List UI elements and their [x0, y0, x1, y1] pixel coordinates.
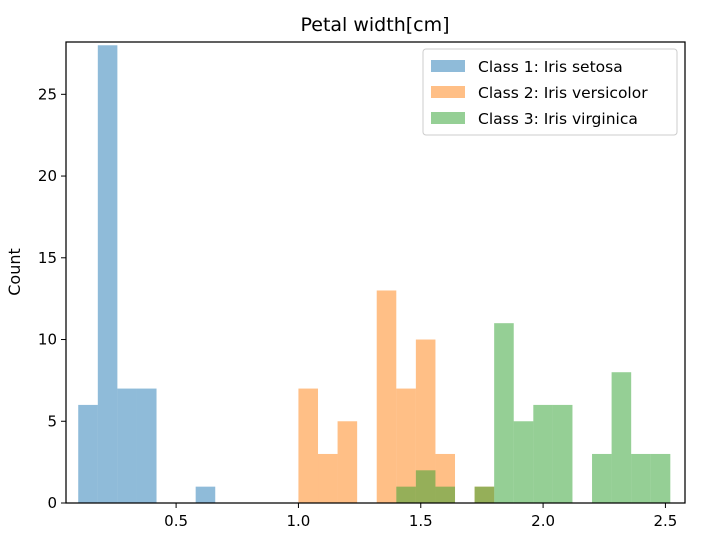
bar-series-1-bin-5 — [195, 486, 216, 503]
bar-series-3-bin-8 — [552, 404, 573, 503]
bars-layer — [78, 45, 671, 504]
legend-label-3: Class 3: Iris virginica — [478, 110, 638, 128]
y-tick-label: 10 — [38, 331, 57, 349]
x-tick-label: 1.5 — [409, 512, 433, 530]
bar-series-2-bin-3 — [337, 421, 358, 503]
bar-series-3-bin-3 — [435, 486, 456, 503]
y-tick-label: 5 — [47, 412, 57, 430]
bar-series-3-bin-6 — [513, 421, 534, 503]
bar-series-2-bin-2 — [318, 453, 338, 503]
bar-series-3-bin-1 — [396, 486, 416, 503]
y-tick-label: 25 — [38, 85, 57, 103]
bar-series-2-bin-4 — [376, 290, 397, 503]
bar-series-3-bin-10 — [611, 372, 632, 503]
bar-series-1-bin-1 — [78, 404, 98, 503]
bar-series-2-bin-1 — [298, 388, 319, 503]
bar-series-1-bin-2 — [97, 45, 118, 504]
bar-series-1-bin-3 — [117, 388, 137, 503]
chart-title: Petal width[cm] — [300, 14, 449, 36]
legend-label-1: Class 1: Iris setosa — [478, 58, 623, 76]
legend: Class 1: Iris setosa Class 2: Iris versic… — [422, 48, 678, 136]
legend-swatch-1 — [431, 60, 465, 72]
bar-series-1-bin-4 — [136, 388, 157, 503]
bar-series-3-bin-9 — [592, 453, 612, 503]
x-axis: 0.5 1.0 1.5 2.0 2.5 — [164, 503, 677, 530]
bar-series-3-bin-5 — [494, 323, 514, 503]
legend-label-2: Class 2: Iris versicolor — [478, 84, 648, 102]
bar-series-3-bin-4 — [474, 486, 495, 503]
bar-series-2-bin-5 — [396, 388, 416, 503]
legend-box — [422, 48, 678, 136]
legend-swatch-2 — [431, 86, 465, 98]
bar-series-3-bin-2 — [415, 470, 436, 503]
x-tick-label: 0.5 — [164, 512, 188, 530]
bar-series-3-bin-11 — [631, 453, 651, 503]
x-tick-label: 2.0 — [531, 512, 555, 530]
legend-swatch-3 — [431, 112, 465, 124]
y-tick-label: 15 — [38, 249, 57, 267]
bar-series-3-bin-12 — [650, 453, 671, 503]
y-axis-label: Count — [5, 248, 24, 296]
y-tick-label: 20 — [38, 167, 57, 185]
y-axis: 0 5 10 15 20 25 — [38, 85, 66, 512]
plot-frame — [65, 41, 686, 504]
x-tick-label: 1.0 — [287, 512, 311, 530]
bar-series-2-bin-6 — [415, 339, 436, 503]
bar-series-3-bin-7 — [533, 404, 553, 503]
x-tick-label: 2.5 — [653, 512, 677, 530]
y-tick-label: 0 — [47, 494, 57, 512]
